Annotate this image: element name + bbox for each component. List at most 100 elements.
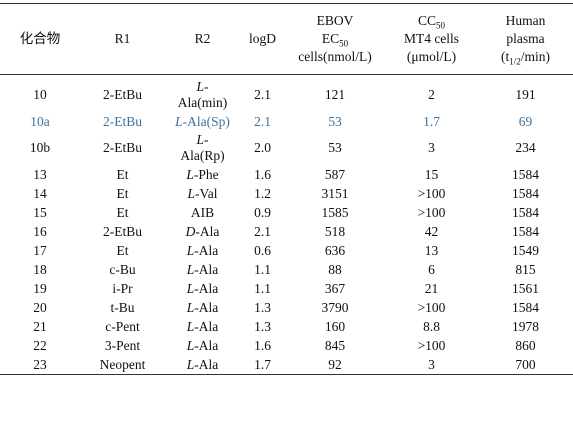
- line: EC50: [285, 30, 385, 48]
- line: MT4 cells: [385, 30, 478, 48]
- logd-cell: 1.6: [254, 166, 271, 182]
- line: L-Val: [165, 186, 240, 202]
- text: -: [204, 132, 209, 147]
- logd-cell: 0.6: [254, 242, 271, 258]
- text: D: [185, 223, 196, 239]
- text: -Ala: [194, 242, 219, 258]
- text: Ala(Rp): [180, 148, 225, 163]
- r2-cell: L-Ala(Sp): [165, 112, 240, 131]
- text: plasma: [506, 31, 545, 46]
- ec50-cell: 121: [324, 87, 346, 102]
- logd-cell: 1.3: [254, 299, 271, 315]
- text: -Ala: [194, 337, 219, 353]
- line: L-Ala: [165, 262, 240, 278]
- header-cell: 化合物: [0, 3, 80, 75]
- r2-cell: L-Ala: [165, 298, 240, 317]
- text: 化合物: [19, 31, 61, 46]
- text: -Ala: [194, 318, 219, 334]
- text: (t: [500, 49, 510, 64]
- text: EBOV: [316, 13, 354, 28]
- t_half-cell: 69: [518, 113, 533, 129]
- ec50-cell: 367: [324, 280, 346, 296]
- text: Human: [505, 13, 546, 28]
- compound-cell: 19: [33, 280, 47, 296]
- logd-cell: 2.1: [254, 113, 271, 129]
- r2-cell: D-Ala: [165, 222, 240, 241]
- line: 化合物: [0, 30, 80, 48]
- t_half-cell: 700: [478, 355, 573, 375]
- cc50-cell: 15: [424, 166, 439, 182]
- text: -Ala(Sp): [182, 113, 230, 129]
- line: L-Ala: [165, 338, 240, 354]
- table-row: 22 3-Pent L-Ala 1.6 845 >100 860: [0, 336, 573, 355]
- logd-cell: 1.1: [254, 280, 271, 296]
- compound-cell: 14: [33, 185, 47, 201]
- text: R2: [194, 31, 211, 46]
- compound-cell: 17: [33, 242, 47, 258]
- r2-cell: L-Ala: [165, 355, 240, 375]
- ec50-cell: 88: [328, 261, 342, 277]
- cc50-cell: 13: [424, 242, 439, 258]
- r1-cell: c-Pent: [105, 318, 140, 334]
- header-cell: Human plasma (t1/2/min): [478, 3, 573, 75]
- table-row: 17 Et L-Ala 0.6 636 13 1549: [0, 241, 573, 260]
- line: L-Ala: [165, 357, 240, 373]
- line: L-Ala(Sp): [165, 114, 240, 130]
- text: -: [204, 79, 209, 94]
- r2-cell: L-Ala: [165, 336, 240, 355]
- table-row: 20 t-Bu L-Ala 1.3 3790 >100 1584: [0, 298, 573, 317]
- r1-cell: Et: [116, 166, 129, 182]
- text: L: [196, 132, 204, 147]
- t_half-cell: 860: [515, 337, 536, 353]
- text: L: [186, 242, 195, 258]
- line: (μmol/L): [385, 48, 478, 66]
- r1-cell: Et: [116, 242, 129, 258]
- compound-cell: 18: [33, 261, 47, 277]
- line: EBOV: [285, 12, 385, 30]
- text: -Ala: [194, 299, 219, 315]
- r2-cell: L-Ala: [165, 241, 240, 260]
- table-row: 23 Neopent L-Ala 1.7 92 3 700: [0, 355, 573, 375]
- cc50-cell: 8.8: [423, 318, 440, 334]
- table-row: 10 2-EtBu L- Ala(min) 2.1 121 2 191: [0, 75, 573, 113]
- compound-cell: 22: [33, 337, 47, 353]
- logd-cell: 2.0: [254, 140, 271, 155]
- header-cell: logD: [240, 3, 285, 75]
- header-cell: R2: [165, 3, 240, 75]
- r1-cell: 2-EtBu: [103, 87, 142, 102]
- t_half-cell: 1584: [512, 185, 539, 201]
- text: L: [186, 166, 194, 182]
- table-row: 21 c-Pent L-Ala 1.3 160 8.8 1978: [0, 317, 573, 336]
- line: L-Ala: [165, 300, 240, 316]
- text: -Phe: [193, 166, 219, 182]
- line: L-Ala: [165, 319, 240, 335]
- cc50-cell: 42: [424, 223, 439, 239]
- r1-cell: 2-EtBu: [103, 113, 142, 129]
- text: -Ala: [194, 356, 219, 372]
- cc50-cell: 2: [428, 87, 435, 102]
- logd-cell: 1.7: [240, 355, 285, 375]
- text: L: [187, 185, 195, 201]
- table-row: 10b 2-EtBu L- Ala(Rp) 2.0 53 3 234: [0, 131, 573, 165]
- ec50-cell: 3790: [321, 299, 349, 315]
- line: Ala(Rp): [165, 148, 240, 164]
- line: Ala(min): [165, 95, 240, 111]
- logd-cell: 0.9: [254, 204, 271, 220]
- text: /min): [520, 49, 550, 64]
- text: EC: [321, 31, 340, 46]
- r1-cell: 2-EtBu: [103, 223, 142, 239]
- line: plasma: [478, 30, 573, 48]
- text: -Ala: [194, 280, 219, 296]
- text: -Ala: [194, 261, 219, 277]
- compound-cell: 10b: [29, 140, 51, 155]
- text: AIB: [190, 204, 215, 220]
- logd-cell: 1.6: [254, 337, 271, 353]
- t_half-cell: 1584: [512, 223, 539, 239]
- cc50-cell: >100: [417, 337, 446, 353]
- ec50-cell: 518: [324, 223, 346, 239]
- line: L-: [165, 132, 240, 148]
- ec50-cell: 3151: [321, 185, 349, 201]
- line: cells(nmol/L): [285, 48, 385, 66]
- compound-cell: 20: [33, 299, 47, 315]
- compound-cell: 10a: [30, 113, 50, 129]
